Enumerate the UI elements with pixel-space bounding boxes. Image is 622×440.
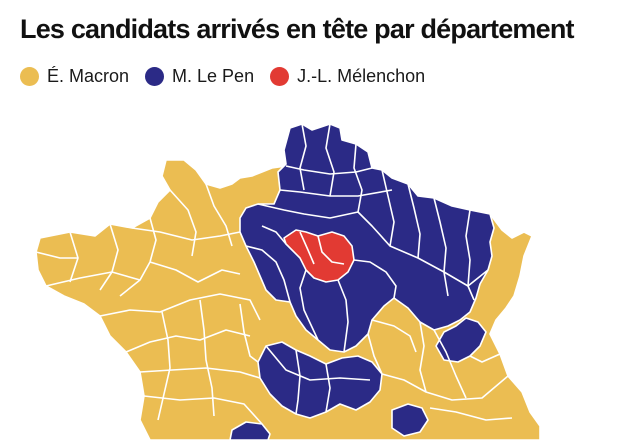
- legend-label-melenchon: J.-L. Mélenchon: [297, 66, 426, 86]
- department-borders: [35, 123, 513, 425]
- region-le-pen-south: [229, 421, 271, 440]
- legend-swatch-le-pen: [145, 67, 165, 86]
- legend-label-macron: É. Macron: [47, 66, 130, 86]
- region-le-pen-east: [435, 317, 487, 363]
- map-legend: É. Macron M. Le Pen J.-L. Mélenchon: [20, 66, 425, 87]
- map-title: Les candidats arrivés en tête par départ…: [20, 14, 575, 44]
- legend-item-melenchon: J.-L. Mélenchon: [270, 66, 425, 87]
- region-melenchon-paris: [283, 229, 355, 283]
- region-le-pen-southeast: [391, 403, 429, 437]
- legend-swatch-melenchon: [270, 67, 290, 86]
- legend-swatch-macron: [20, 67, 39, 86]
- legend-label-le-pen: M. Le Pen: [172, 66, 255, 86]
- legend-item-le-pen: M. Le Pen: [145, 66, 254, 87]
- legend-item-macron: É. Macron: [20, 66, 129, 87]
